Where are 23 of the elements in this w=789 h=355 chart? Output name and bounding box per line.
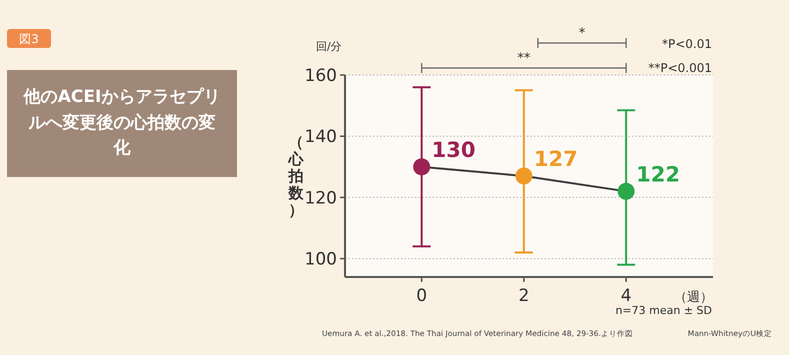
x-tick-label: 0: [416, 286, 428, 306]
y-tick-label: 160: [304, 66, 337, 86]
point: [413, 158, 430, 176]
data-label: 130: [432, 138, 476, 162]
y-tick-label: 100: [304, 250, 337, 270]
text: **: [517, 51, 531, 66]
text: 回/分: [316, 40, 342, 53]
x-axis-title: （週）: [674, 290, 713, 305]
point: [618, 182, 635, 200]
data-label: 122: [636, 162, 680, 186]
data-label: 127: [534, 147, 578, 171]
text: 他のACEIからアラセプリルへ変更後の心拍数の変化: [7, 70, 237, 177]
text: *: [578, 26, 586, 41]
y-tick-label: 140: [304, 127, 337, 148]
y-tick-label: 120: [304, 188, 337, 208]
annotation: **P<0.001: [648, 61, 712, 75]
y-axis-title: （心拍数）: [288, 133, 304, 219]
x-tick-label: 2: [518, 286, 530, 306]
caption: 図3: [19, 32, 39, 46]
x-tick-label: 4: [620, 286, 632, 306]
text: n=73 mean ± SD: [615, 304, 712, 317]
point: [515, 168, 532, 184]
text: *P<0.01: [662, 37, 712, 51]
